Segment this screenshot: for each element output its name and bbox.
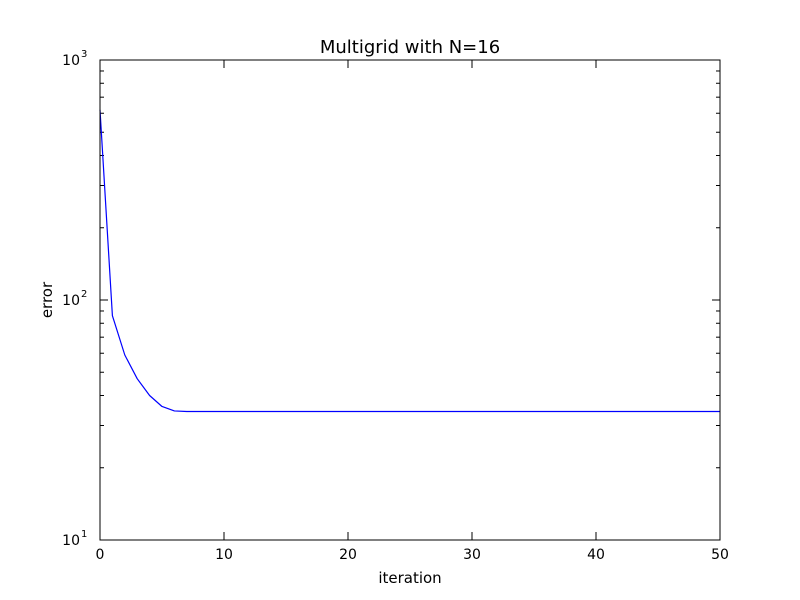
series-line — [99, 109, 720, 413]
series-group — [99, 109, 720, 413]
y-tick-label-exponent: 2 — [81, 289, 87, 300]
x-tick-label: 10 — [215, 547, 233, 563]
x-tick-label: 50 — [711, 547, 729, 563]
y-tick-label-exponent: 3 — [81, 49, 87, 60]
y-tick-label-base: 10 — [62, 293, 80, 309]
x-tick-labels: 0 10 20 30 40 50 — [96, 547, 729, 563]
y-tick-label-base: 10 — [62, 53, 80, 69]
y-tick-label: 10 3 — [62, 49, 87, 69]
y-axis-label: error — [38, 281, 56, 318]
x-tick-label: 20 — [339, 547, 357, 563]
minor-ticks — [100, 70, 720, 469]
y-tick-label-base: 10 — [62, 533, 80, 549]
y-tick-label-exponent: 1 — [81, 529, 87, 540]
x-tick-label: 40 — [587, 547, 605, 563]
y-tick-label: 10 2 — [62, 289, 87, 309]
chart-title: Multigrid with N=16 — [320, 37, 500, 58]
x-tick-label: 30 — [463, 547, 481, 563]
plot-frame — [99, 59, 721, 541]
y-tick-label: 10 1 — [62, 529, 87, 549]
x-axis-label: iteration — [378, 569, 441, 587]
x-tick-label: 0 — [96, 547, 105, 563]
